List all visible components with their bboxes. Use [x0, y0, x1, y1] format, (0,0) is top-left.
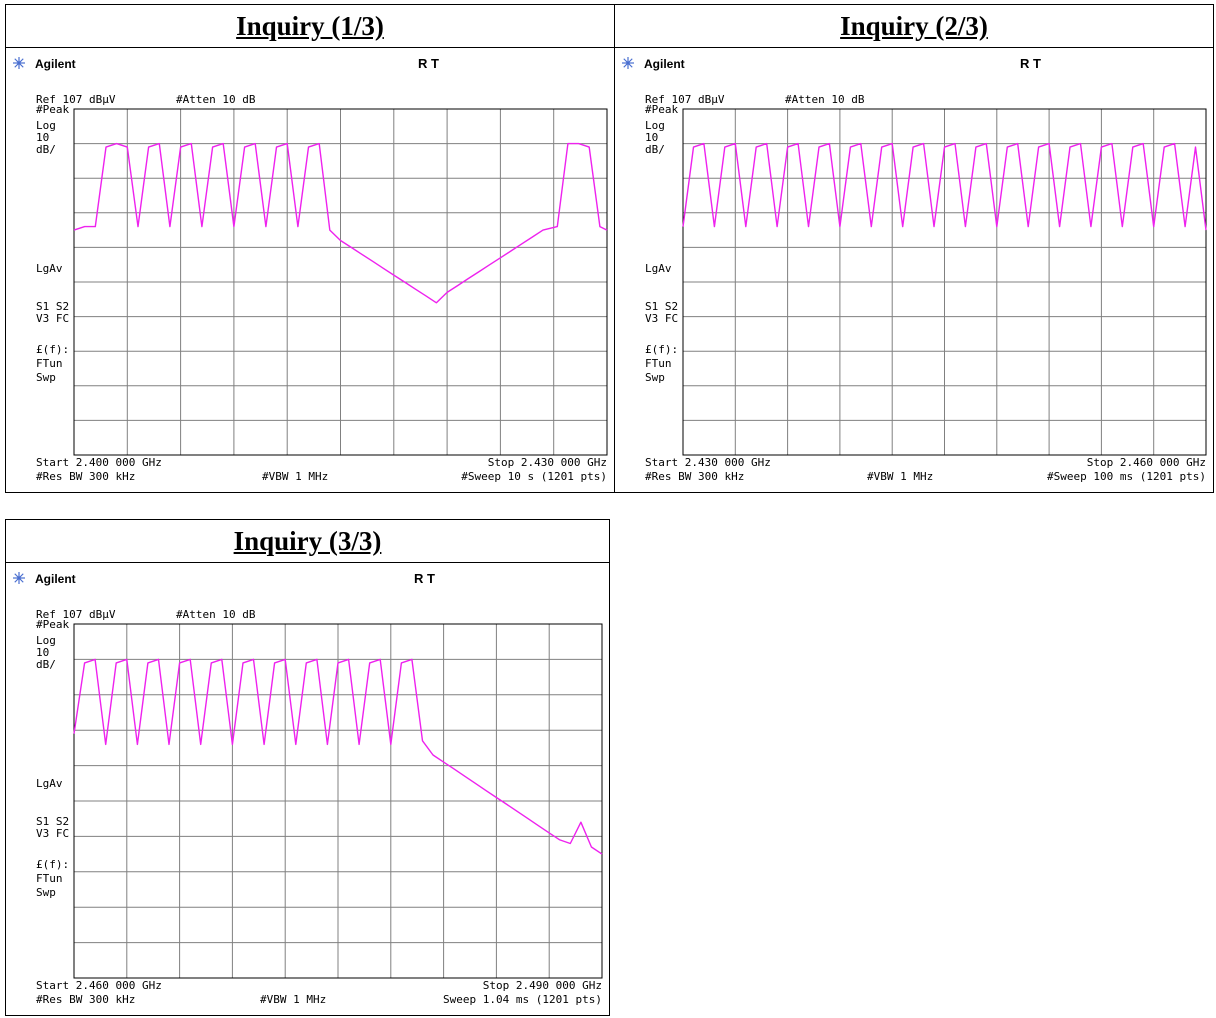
video-bandwidth-label: #VBW 1 MHz [867, 470, 933, 483]
resolution-bandwidth-label: #Res BW 300 kHz [36, 993, 135, 1006]
start-frequency-label: Start 2.400 000 GHz [36, 456, 162, 469]
status-s-label: S1 S2 [36, 815, 69, 828]
ref-level-label: Ref 107 dBµV [645, 93, 725, 106]
starburst-center [626, 61, 630, 65]
status-s-label: S1 S2 [645, 300, 678, 313]
start-frequency-label: Start 2.460 000 GHz [36, 979, 162, 992]
function-label: £(f): [36, 343, 69, 356]
scale-unit-label: dB/ [36, 658, 56, 671]
attenuation-label: #Atten 10 dB [176, 93, 256, 106]
spectrum-trace [73, 142, 608, 304]
average-mode-label: LgAv [645, 262, 672, 275]
ref-level-label: Ref 107 dBµV [36, 93, 116, 106]
analyzer-screen-svg: Agilent R T Ref 107 dBµV #Atten 10 dB #Peak L… [622, 56, 1207, 483]
video-bandwidth-label: #VBW 1 MHz [262, 470, 328, 483]
plot-frame [73, 108, 608, 456]
sweep-time-label: #Sweep 100 ms (1201 pts) [1047, 470, 1206, 483]
stop-frequency-label: Stop 2.460 000 GHz [1087, 456, 1206, 469]
panel-inquiry-2: Inquiry (2/3) Agilent R T Ref 107 dBµV #Att… [614, 4, 1214, 493]
ref-level-label: Ref 107 dBµV [36, 608, 116, 621]
ftun-label: FTun [645, 357, 672, 370]
swp-label: Swp [36, 886, 56, 899]
scale-value-label: 10 [36, 131, 49, 144]
status-v-label: V3 FC [36, 827, 69, 840]
analyzer-screen-svg: Agilent R T Ref 107 dBµV #Atten 10 dB #Peak L… [13, 56, 608, 483]
spectrum-trace [73, 658, 603, 855]
panel-title: Inquiry (3/3) [6, 520, 609, 563]
status-flags: R T [1020, 56, 1041, 71]
detector-label: #Peak [36, 618, 69, 631]
panel-title: Inquiry (2/3) [615, 5, 1213, 48]
average-mode-label: LgAv [36, 262, 63, 275]
function-label: £(f): [36, 858, 69, 871]
video-bandwidth-label: #VBW 1 MHz [260, 993, 326, 1006]
ftun-label: FTun [36, 872, 63, 885]
attenuation-label: #Atten 10 dB [176, 608, 256, 621]
sweep-time-label: Sweep 1.04 ms (1201 pts) [443, 993, 602, 1006]
function-label: £(f): [645, 343, 678, 356]
brand-name: Agilent [35, 57, 76, 71]
start-frequency-label: Start 2.430 000 GHz [645, 456, 771, 469]
scale-type-label: Log [36, 119, 56, 132]
panel-title: Inquiry (1/3) [6, 5, 614, 48]
scale-type-label: Log [645, 119, 665, 132]
detector-label: #Peak [36, 103, 69, 116]
scale-unit-label: dB/ [36, 143, 56, 156]
swp-label: Swp [645, 371, 665, 384]
status-v-label: V3 FC [36, 312, 69, 325]
stop-frequency-label: Stop 2.490 000 GHz [483, 979, 602, 992]
status-v-label: V3 FC [645, 312, 678, 325]
average-mode-label: LgAv [36, 777, 63, 790]
ftun-label: FTun [36, 357, 63, 370]
scale-type-label: Log [36, 634, 56, 647]
starburst-icon [13, 572, 25, 584]
starburst-icon [13, 57, 25, 69]
status-s-label: S1 S2 [36, 300, 69, 313]
swp-label: Swp [36, 371, 56, 384]
status-flags: R T [418, 56, 439, 71]
analyzer-screen: Agilent R T Ref 107 dBµV #Atten 10 dB #Peak L… [620, 49, 1208, 489]
status-flags: R T [414, 571, 435, 586]
plot-frame [73, 623, 603, 979]
panel-inquiry-3: Inquiry (3/3) Agilent R T Ref 107 dBµV #Att… [5, 519, 610, 1016]
resolution-bandwidth-label: #Res BW 300 kHz [645, 470, 744, 483]
scale-value-label: 10 [36, 646, 49, 659]
starburst-icon [622, 57, 634, 69]
attenuation-label: #Atten 10 dB [785, 93, 865, 106]
scale-unit-label: dB/ [645, 143, 665, 156]
starburst-center [17, 61, 21, 65]
starburst-center [17, 576, 21, 580]
analyzer-screen-svg: Agilent R T Ref 107 dBµV #Atten 10 dB #Peak L… [13, 571, 603, 1006]
spectrum-trace [682, 142, 1207, 231]
analyzer-screen: Agilent R T Ref 107 dBµV #Atten 10 dB #Peak L… [11, 564, 604, 1012]
resolution-bandwidth-label: #Res BW 300 kHz [36, 470, 135, 483]
stop-frequency-label: Stop 2.430 000 GHz [488, 456, 607, 469]
sweep-time-label: #Sweep 10 s (1201 pts) [461, 470, 607, 483]
scale-value-label: 10 [645, 131, 658, 144]
brand-name: Agilent [35, 572, 76, 586]
panel-inquiry-1: Inquiry (1/3) Agilent R T Ref 107 dBµV #Att… [5, 4, 615, 493]
brand-name: Agilent [644, 57, 685, 71]
analyzer-screen: Agilent R T Ref 107 dBµV #Atten 10 dB #Peak L… [11, 49, 609, 489]
detector-label: #Peak [645, 103, 678, 116]
plot-frame [682, 108, 1207, 456]
